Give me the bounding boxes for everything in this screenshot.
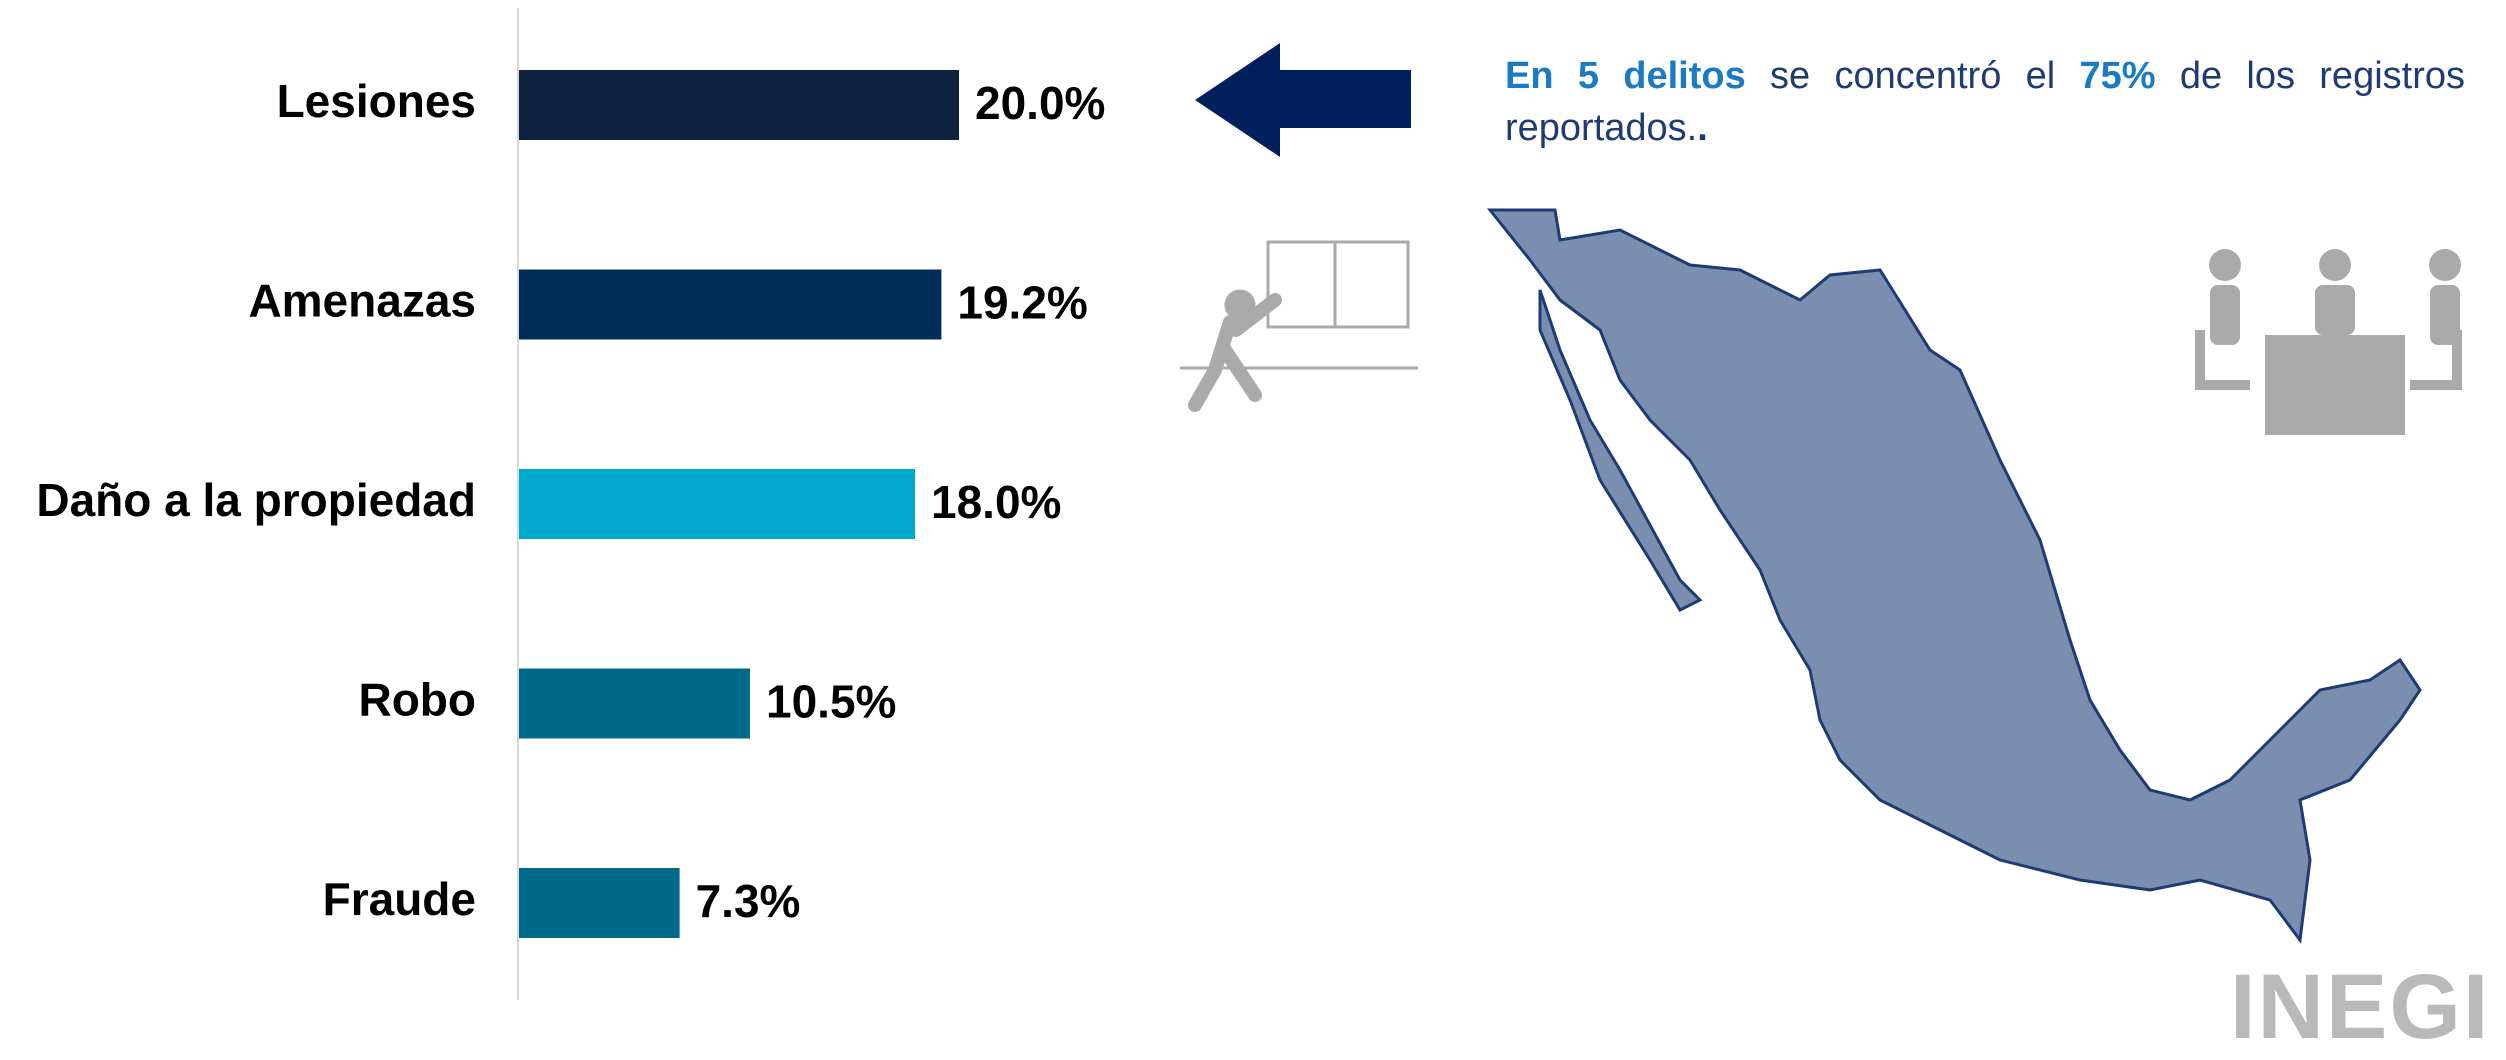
bar: [519, 868, 680, 938]
category-label: Fraude: [323, 873, 476, 925]
category-label: Robo: [358, 674, 476, 726]
arrow: [1195, 43, 1411, 157]
value-label: 20.0%: [975, 77, 1105, 129]
bar: [519, 70, 959, 140]
bar: [519, 668, 750, 739]
vandalism-icon: [1180, 240, 1418, 412]
category-label: Daño a la propiedad: [36, 474, 476, 526]
value-label: 10.5%: [766, 676, 896, 728]
annotation: En 5 delitos se concentró el 75% de los …: [1505, 50, 2465, 154]
value-label: 19.2%: [957, 277, 1087, 329]
chart: Lesiones 20.0% Amenazas 19.2% Daño a la prop…: [36, 8, 2462, 1000]
note-text: de los registros reportados.: [1505, 55, 2465, 149]
value-label: 7.3%: [696, 875, 801, 927]
note-text: .: [1697, 107, 1708, 149]
note-highlight: 75%: [2079, 55, 2156, 97]
bar: [519, 269, 942, 340]
logo: INEGI: [2230, 956, 2491, 1058]
map: [1486, 208, 2422, 944]
meeting-icon: [2195, 249, 2462, 435]
category-label: Lesiones: [277, 75, 476, 127]
note-highlight: En 5 delitos: [1505, 55, 1746, 97]
note-text: se concentró el: [1745, 55, 2080, 97]
value-label: 18.0%: [931, 476, 1061, 528]
page: {"chart_data": {"type": "bar", "orientat…: [36, 8, 2489, 1058]
bar: [519, 469, 915, 539]
category-label: Amenazas: [248, 275, 476, 327]
